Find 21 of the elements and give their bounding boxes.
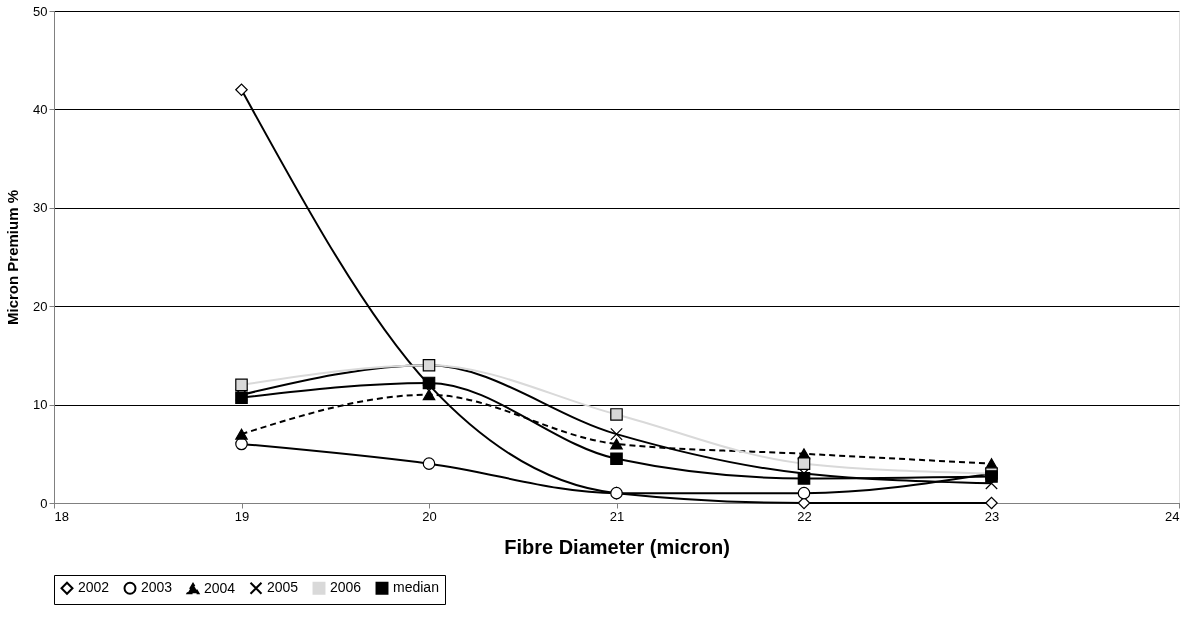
x-tick-label: 21: [609, 508, 625, 524]
y-tick-label: 0: [40, 495, 48, 511]
x-tick-label: 19: [234, 508, 250, 524]
y-axis-title: Micron Premium %: [4, 189, 22, 326]
y-tick-label: 10: [33, 397, 48, 413]
x-tick-label: 23: [984, 508, 1000, 524]
x-tick-label: 20: [422, 508, 437, 524]
x-tick-label: 18: [54, 508, 69, 524]
legend-label: median: [393, 579, 439, 596]
x-tick-label: 22: [797, 508, 812, 524]
y-tick-label: 30: [33, 200, 48, 216]
legend-label: 2006: [330, 579, 362, 596]
y-tick-label: 40: [33, 101, 48, 117]
x-tick-label: 24: [1165, 508, 1180, 524]
legend-label: 2005: [267, 579, 299, 596]
y-tick-label: 20: [33, 298, 48, 314]
legend-label: 2004: [204, 579, 236, 596]
y-tick-label: 50: [33, 3, 48, 19]
legend-label: 2003: [141, 579, 173, 596]
x-axis-title: Fibre Diameter (micron): [504, 535, 730, 558]
legend-label: 2002: [78, 579, 110, 596]
